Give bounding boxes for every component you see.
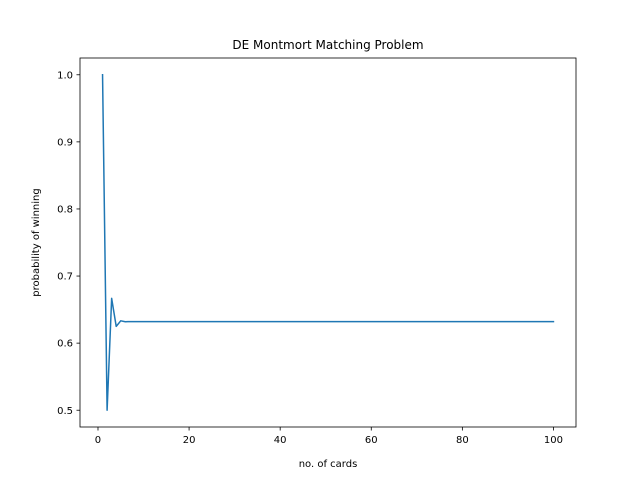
y-tick-label: 0.7	[57, 272, 73, 283]
y-tick-label: 0.6	[57, 339, 73, 350]
plot-area-frame	[79, 57, 577, 428]
y-tick-label: 0.5	[57, 406, 73, 417]
chart-title: DE Montmort Matching Problem	[232, 38, 423, 52]
x-tick-label: 60	[365, 435, 378, 446]
plot-series-group	[101, 74, 555, 411]
y-tick-label: 0.9	[57, 137, 73, 148]
y-axis: 0.5 0.6 0.7 0.8 0.9 1.0	[57, 70, 80, 417]
x-tick-label: 40	[274, 435, 287, 446]
x-tick-label: 0	[95, 435, 101, 446]
x-tick-label: 100	[544, 435, 563, 446]
y-tick-label: 0.8	[57, 205, 73, 216]
x-axis: 0 20 40 60 80 100	[95, 427, 563, 446]
x-tick-label: 80	[456, 435, 469, 446]
x-axis-label: no. of cards	[299, 459, 358, 470]
x-tick-label: 20	[183, 435, 196, 446]
y-tick-label: 1.0	[57, 70, 73, 81]
y-axis-label: probability of winning	[31, 188, 42, 296]
series-line	[101, 74, 555, 411]
